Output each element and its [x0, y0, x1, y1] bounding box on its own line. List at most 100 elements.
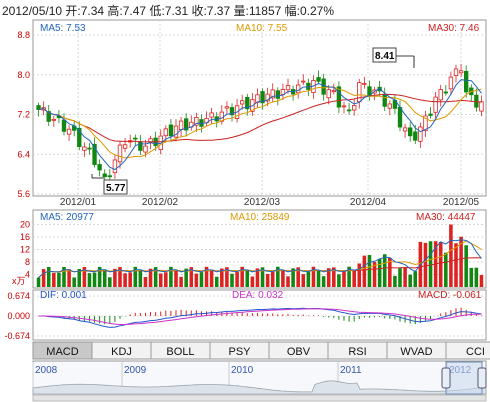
candle-body [209, 112, 214, 118]
ma30-line [38, 93, 482, 143]
tab-wvad[interactable]: WVAD [386, 341, 447, 360]
volume-bar [92, 272, 97, 287]
candle-body [102, 173, 107, 178]
price-y-tick: 7.2 [17, 110, 30, 120]
volume-bar [474, 267, 479, 287]
price-x-label: 2012/03 [244, 197, 281, 208]
candle-body [87, 147, 92, 150]
candle-body [224, 106, 230, 109]
volume-bar [82, 267, 87, 287]
macd-y-tick: -0.674 [4, 331, 30, 341]
candle-body [239, 100, 245, 105]
volume-bar [225, 267, 229, 287]
volume-bar [357, 263, 362, 287]
volume-bar [189, 267, 194, 287]
volume-bar [342, 271, 346, 287]
volume-bar [133, 266, 138, 287]
volume-bar [291, 268, 295, 287]
volume-bar [337, 274, 341, 287]
volume-bar [301, 274, 306, 287]
tab-psy[interactable]: PSY [209, 341, 270, 360]
candle-body [418, 126, 423, 142]
candle-body [438, 89, 443, 101]
candle-body [255, 94, 260, 103]
navigator-selection[interactable] [445, 361, 483, 395]
tab-boll[interactable]: BOLL [150, 341, 211, 360]
volume-bar [444, 252, 448, 287]
price-grid [33, 20, 486, 196]
volume-bar [454, 243, 458, 287]
candle-body [260, 91, 265, 104]
legend-ma30: MA30: 7.46 [428, 23, 480, 34]
price-y-tick: 8.0 [17, 70, 30, 80]
volume-bar [108, 277, 112, 287]
volume-bar [250, 276, 255, 287]
volume-bar [113, 268, 117, 287]
volume-bar [449, 224, 453, 287]
volume-bar [36, 277, 41, 287]
volume-bar [158, 273, 163, 287]
volume-bar [260, 267, 265, 287]
chart-header-title: 2012/05/10 开:7.34 高:7.47 低:7.31 收:7.37 量… [2, 4, 334, 18]
tab-rsi[interactable]: RSI [327, 341, 388, 360]
volume-grid [33, 224, 486, 275]
volume-bar [423, 242, 428, 287]
price-x-labels: 2012/01 2012/02 2012/03 2012/04 2012/05 [60, 197, 480, 208]
candle-body [82, 146, 87, 151]
price-candles [36, 63, 484, 184]
candle-body [178, 120, 184, 130]
navigator-year-label: 2010 [231, 365, 254, 376]
price-x-label: 2012/01 [60, 197, 97, 208]
volume-bar [245, 269, 250, 287]
navigator-left-handle[interactable] [441, 367, 451, 389]
volume-bar [97, 266, 102, 287]
price-x-label: 2012/05 [443, 197, 480, 208]
volume-bar [77, 268, 82, 287]
price-x-label: 2012/02 [142, 197, 179, 208]
volume-bar [143, 277, 148, 287]
volume-bar [153, 267, 158, 287]
candle-body [112, 159, 118, 174]
candle-body [423, 115, 428, 132]
candle-body [453, 68, 459, 76]
macd-lines [38, 307, 482, 328]
volume-bar [372, 261, 377, 287]
candle-body [321, 78, 326, 95]
volume-legend-ma5: MA5: 20977 [40, 212, 94, 223]
tab-boll-label: BOLL [166, 346, 194, 358]
volume-bar [72, 277, 76, 287]
tab-cci[interactable]: CCI [445, 341, 490, 360]
candle-body [402, 127, 408, 132]
volume-bar [408, 274, 412, 287]
candle-body [148, 138, 153, 143]
volume-bar [316, 270, 321, 287]
candle-body [448, 76, 454, 90]
navigator-right-handle[interactable] [477, 367, 487, 389]
price-ma-lines [38, 79, 482, 171]
candle-body [183, 118, 189, 131]
volume-bar [57, 272, 61, 287]
tab-kdj[interactable]: KDJ [91, 341, 152, 360]
volume-bar [184, 268, 188, 287]
ma10-line [38, 86, 482, 159]
candle-body [479, 101, 484, 112]
high-annotation: 8.41 [372, 47, 415, 68]
navigator-scrollbar[interactable] [32, 394, 487, 402]
low-annotation: 5.77 [91, 174, 128, 195]
volume-y-tick: 8 [25, 257, 30, 267]
candle-body [122, 144, 128, 149]
volume-bar [382, 254, 387, 287]
candle-body [362, 82, 367, 85]
volume-bar [138, 269, 143, 287]
candle-body [458, 70, 464, 74]
candle-body [275, 90, 281, 99]
candle-body [397, 106, 403, 128]
navigator-area [32, 380, 487, 395]
ma5-line [38, 79, 482, 171]
macd-y-tick: 0.000 [7, 311, 30, 321]
volume-bar [199, 272, 204, 287]
tab-macd[interactable]: MACD [32, 341, 93, 360]
tab-obv[interactable]: OBV [268, 341, 329, 360]
volume-unit: x万 [12, 276, 26, 286]
